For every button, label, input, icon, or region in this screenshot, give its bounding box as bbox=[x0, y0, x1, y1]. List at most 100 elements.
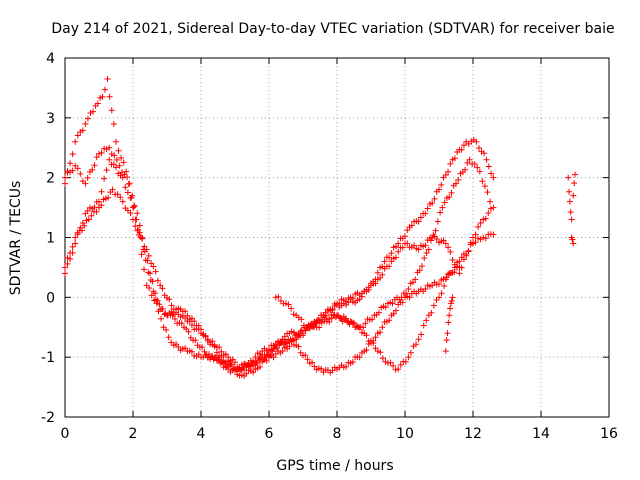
data-point bbox=[69, 243, 76, 250]
data-point bbox=[487, 205, 494, 212]
data-point bbox=[173, 306, 180, 313]
data-point bbox=[311, 363, 318, 370]
data-point bbox=[423, 317, 430, 324]
data-point bbox=[438, 181, 445, 188]
data-point bbox=[448, 297, 455, 304]
data-point bbox=[447, 248, 454, 255]
data-point bbox=[178, 320, 185, 327]
data-point bbox=[295, 343, 302, 350]
data-point bbox=[316, 324, 323, 331]
data-point bbox=[395, 240, 402, 247]
data-point bbox=[101, 86, 108, 93]
data-point bbox=[136, 222, 143, 229]
data-point bbox=[106, 93, 113, 100]
data-point bbox=[84, 207, 91, 214]
data-point bbox=[252, 354, 259, 361]
data-point bbox=[302, 352, 309, 359]
data-point bbox=[343, 298, 350, 305]
data-point bbox=[481, 150, 488, 157]
data-point bbox=[87, 110, 94, 116]
y-tick-label: 3 bbox=[46, 111, 55, 127]
data-point bbox=[277, 297, 284, 304]
data-point bbox=[209, 338, 216, 345]
x-tick-label: 12 bbox=[464, 426, 482, 442]
data-point bbox=[326, 318, 333, 325]
data-point bbox=[568, 216, 575, 223]
data-points bbox=[62, 75, 578, 380]
data-point bbox=[72, 138, 79, 145]
data-point bbox=[424, 205, 431, 212]
data-point bbox=[163, 326, 170, 333]
data-point bbox=[69, 151, 76, 158]
data-point bbox=[288, 338, 295, 345]
data-point bbox=[449, 256, 456, 263]
data-point bbox=[166, 296, 173, 303]
data-point bbox=[124, 189, 131, 196]
data-point bbox=[186, 318, 193, 325]
data-point bbox=[74, 165, 81, 172]
data-point bbox=[218, 348, 225, 355]
data-point bbox=[419, 263, 425, 270]
data-point bbox=[213, 349, 220, 356]
data-point bbox=[475, 145, 482, 152]
data-point bbox=[429, 200, 436, 207]
data-point bbox=[270, 354, 277, 361]
data-point bbox=[456, 264, 463, 271]
x-tick-label: 14 bbox=[532, 426, 550, 442]
data-point bbox=[182, 315, 189, 322]
data-point bbox=[72, 240, 79, 247]
data-point bbox=[304, 356, 311, 363]
data-point bbox=[147, 276, 154, 283]
data-point bbox=[277, 339, 284, 346]
data-point bbox=[117, 194, 124, 201]
data-point bbox=[110, 161, 117, 168]
data-point bbox=[154, 277, 161, 284]
data-point bbox=[479, 178, 486, 185]
data-point bbox=[434, 218, 441, 225]
data-point bbox=[403, 290, 410, 297]
data-point bbox=[422, 210, 429, 217]
data-point bbox=[443, 337, 450, 344]
data-point bbox=[363, 347, 370, 354]
data-point bbox=[243, 370, 250, 377]
data-point bbox=[466, 156, 473, 163]
data-point bbox=[349, 358, 356, 365]
data-point bbox=[446, 194, 453, 201]
data-point bbox=[232, 359, 238, 366]
data-point bbox=[228, 361, 235, 368]
data-point bbox=[365, 284, 372, 291]
data-point bbox=[148, 260, 155, 267]
data-point bbox=[130, 203, 137, 210]
data-point bbox=[67, 249, 74, 256]
data-point bbox=[201, 348, 208, 355]
data-point bbox=[211, 354, 218, 361]
data-point bbox=[130, 204, 136, 211]
data-point bbox=[148, 292, 155, 299]
data-point bbox=[362, 320, 369, 327]
data-point bbox=[343, 363, 350, 370]
data-point bbox=[62, 264, 68, 271]
y-tick-label: 2 bbox=[46, 171, 55, 187]
data-point bbox=[464, 159, 471, 166]
data-point bbox=[146, 284, 153, 291]
data-point bbox=[168, 302, 175, 309]
x-tick-label: 8 bbox=[333, 426, 342, 442]
data-point bbox=[152, 296, 159, 303]
data-point bbox=[84, 174, 91, 181]
data-point bbox=[171, 316, 178, 323]
data-point bbox=[436, 281, 442, 288]
data-point bbox=[433, 296, 440, 303]
data-point bbox=[480, 216, 487, 223]
data-point bbox=[134, 210, 141, 217]
data-point bbox=[256, 356, 263, 363]
data-point bbox=[456, 270, 463, 277]
data-point bbox=[470, 234, 476, 241]
data-point bbox=[318, 365, 325, 372]
data-point bbox=[81, 222, 88, 229]
data-point bbox=[390, 310, 397, 317]
data-point bbox=[303, 324, 310, 331]
data-point bbox=[441, 283, 448, 290]
data-point bbox=[449, 294, 456, 301]
data-point bbox=[572, 171, 578, 178]
